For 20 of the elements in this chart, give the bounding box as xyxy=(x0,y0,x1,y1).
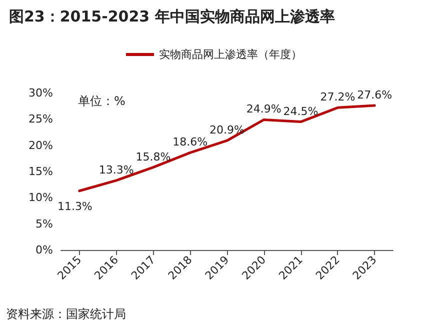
y-tick-label: 15% xyxy=(28,165,53,178)
data-label: 15.8% xyxy=(136,150,171,164)
data-label: 11.3% xyxy=(57,200,92,213)
legend-label: 实物商品网上渗透率（年度） xyxy=(159,48,302,61)
text: 资料来源：国家统计局 xyxy=(6,307,126,321)
chart-title: 图23：2015-2023 年中国实物商品网上渗透率 xyxy=(9,8,335,26)
y-tick-label: 0% xyxy=(36,244,53,256)
data-label: 20.9% xyxy=(210,124,244,137)
data-label: 18.6% xyxy=(172,136,208,149)
data-label: 24.5% xyxy=(283,104,318,118)
y-tick-label: 20% xyxy=(28,138,53,152)
data-label: 24.9% xyxy=(246,102,282,116)
y-tick-label: 25% xyxy=(28,112,53,126)
data-label: 27.2% xyxy=(320,90,356,104)
y-tick-label: 10% xyxy=(28,191,53,204)
annotation: 单位：% xyxy=(78,94,126,108)
y-tick-label: 5% xyxy=(36,217,53,230)
data-label: 13.3% xyxy=(98,163,134,176)
y-tick-label: 30% xyxy=(28,86,53,100)
data-label: 27.6% xyxy=(357,88,392,102)
